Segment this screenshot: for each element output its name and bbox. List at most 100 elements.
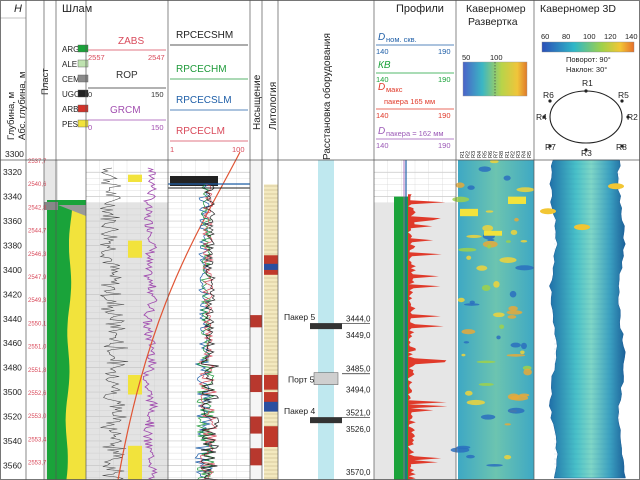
sweep-anomaly [463,341,470,344]
shlam-title: Шлам [62,3,92,15]
depth-label: Глубина, м [6,92,17,140]
plast-marker [44,202,58,210]
abs-depth-tick: 2550,1 [28,321,47,327]
dmax-min: 140 [376,111,389,120]
sweep-anomaly [458,247,477,252]
plast-label: Пласт [40,68,51,95]
shlam-legend-label: ARG [62,45,79,54]
c3d-radius-dot [548,144,552,148]
sweep-anomaly [489,159,499,164]
kv-max: 190 [438,75,451,84]
kv-min: 140 [376,75,389,84]
shlam-legend-swatch [77,74,89,83]
shlam-legend-swatch [77,104,89,113]
c3d-cavity [608,183,624,190]
dpak-name: D [378,126,385,137]
sweep-anomaly [482,240,498,248]
lithology-shale [264,263,278,270]
dmax-note: пакера 165 мм [384,97,435,106]
equipment-top: 3444,0 [346,315,371,324]
sweep-anomaly [523,368,532,376]
sweep-anomaly [481,284,491,292]
abs-depth-tick: 2553,0 [28,414,47,420]
res-min: 1 [170,145,174,154]
sweep-anomaly [507,407,525,414]
depth-tick: 3560 [3,460,22,470]
sweep-anomaly [519,393,530,397]
depth-tick: 3340 [3,192,22,202]
abs-depth-tick: 2551,0 [28,345,47,351]
sweep-anomaly [480,414,496,420]
depth-tick: 3480 [3,363,22,373]
equipment-label: Пакер 5 [284,312,315,322]
sweep-anomaly [510,342,521,348]
sweep-anomaly [506,310,523,315]
rpcecshm-name: RPCECSHM [176,30,233,41]
equipment-bottom: 3449,0 [346,331,371,340]
packer-body [310,323,342,330]
c3d-radius-label: R7 [545,142,556,152]
lithology-label: Литология [268,82,279,130]
profiles-kv-fill [394,196,408,480]
sweep-anomaly [503,175,511,181]
dpak-max: 190 [438,141,451,150]
c3d-scale-tick: 60 [541,32,549,41]
depth-tick: 3320 [3,167,22,177]
sweep-title-1: Каверномер [466,3,526,15]
zabs-curve [117,151,241,480]
c3d-radius-dot [584,89,588,93]
sweep-anomaly [461,329,476,335]
depth-tick: 3520 [3,411,22,421]
sweep-anomaly [504,423,511,426]
zabs-max: 2547 [148,53,165,62]
c3d-radius-label: R2 [627,112,638,122]
dpak-sub: пакера = 162 мм [386,129,444,138]
abs-depth-tick: 2553,4 [28,437,47,443]
depth-tick: 3500 [3,387,22,397]
rop-max: 150 [151,90,164,99]
depth-tick: 3440 [3,314,22,324]
sweep-col-label: R1 [460,151,466,158]
dpak-min: 140 [376,141,389,150]
abs-depth-tick: 2552,6 [28,391,47,397]
lithology-carbonate [264,392,278,405]
rop-min: 0 [88,90,92,99]
c3d-tilt: Наклон: 30° [566,65,607,74]
c3d-radius-label: R8 [616,142,627,152]
caliper3d-title: Каверномер 3D [540,3,616,15]
abs-depth-tick: 2549,3 [28,298,47,304]
c3d-radius-dot [620,99,624,103]
depth-tick: 3400 [3,265,22,275]
c3d-scale-tick: 100 [583,32,596,41]
sweep-col-label: R1 [505,151,511,158]
abs-depth-label: Абс. глубина, м [17,72,28,140]
sweep-col-label: R6 [488,151,494,158]
grcm-curve [142,167,159,480]
sweep-col-label: R2 [510,151,516,158]
res-max: 100 [232,145,245,154]
abs-depth-tick: 2544,7 [28,229,47,235]
lithology-shale [264,401,278,412]
sweep-col-label: R8 [499,151,505,158]
profiles-grey-zone [374,202,456,480]
sweep-anomaly [463,303,480,306]
c3d-radius-dot [620,144,624,148]
saturation-block [250,374,262,393]
sweep-col-label: R7 [494,151,500,158]
sweep-anomaly [478,166,491,172]
lithology-carbonate [264,426,278,448]
sweep-anomaly [504,455,512,460]
sweep-anomaly [476,360,496,364]
rop-sand-block [128,174,142,182]
shlam-legend-label: UGO [62,90,80,99]
sweep-hot-band [460,208,478,217]
sweep-anomaly [510,229,518,235]
caliper3d-header: 60 80 100 120 140 Поворот: 90°Наклон: 30° R1 R5… [536,32,638,158]
sweep-anomaly [509,290,517,298]
depth-tick: 3380 [3,240,22,250]
shlam-legend-label: CEM [62,75,80,84]
c3d-scale-tick: 80 [562,32,570,41]
